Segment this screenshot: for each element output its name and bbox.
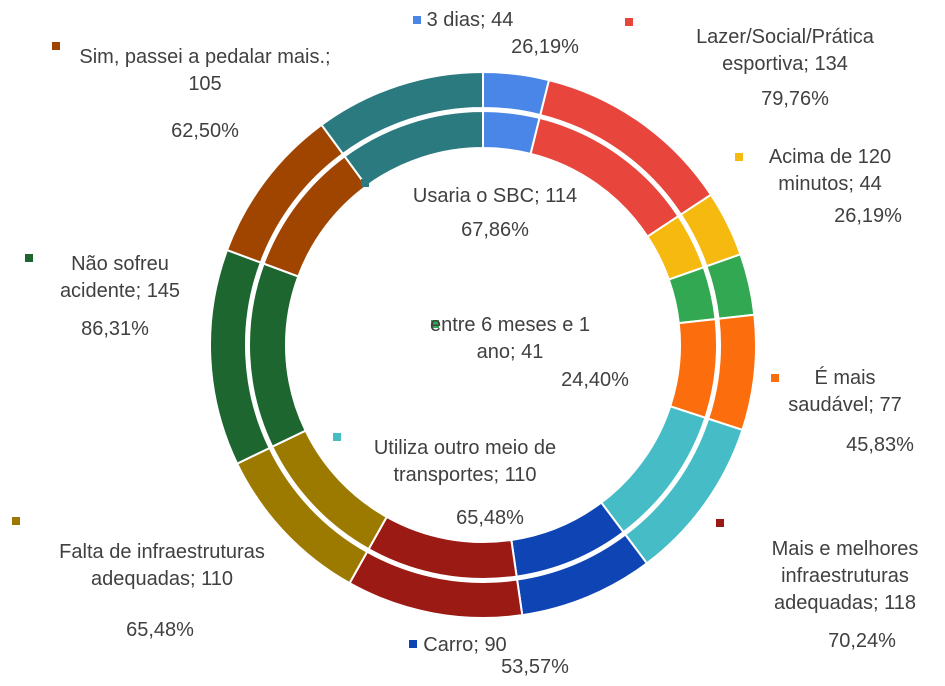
label-value: 90 [484,634,507,656]
label-value: 44 [859,173,882,195]
data-label: Mais e melhores infraestruturas adequada… [735,536,945,617]
label-value: 114 [545,185,578,207]
label-category: É mais saudável [788,367,876,416]
label-category: Sim, passei a pedalar mais. [79,46,326,68]
donut-slice [320,70,484,156]
data-label: Lazer/Social/Prática esportiva; 134 [670,24,900,78]
label-separator: ; [534,185,546,207]
label-separator: ; [493,464,505,486]
label-category: entre 6 meses e 1 ano [429,314,591,363]
label-category: Mais e melhores infraestruturas adequada… [771,538,919,614]
label-value: 110 [201,568,233,590]
legend-marker [333,433,341,441]
label-separator: ; [868,394,880,416]
legend-marker [735,153,743,161]
label-separator: ; [848,173,860,195]
legend-marker [716,519,724,527]
label-separator: ; [135,280,147,302]
legend-marker [771,374,779,382]
label-value: 41 [521,341,544,363]
legend-marker [52,42,60,50]
label-separator: ; [510,341,522,363]
percent-label: 53,57% [501,656,569,678]
legend-marker [409,640,417,648]
data-label: Utiliza outro meio de transportes; 110 [335,435,595,489]
label-category: Carro [423,634,474,656]
label-value: 118 [884,592,916,614]
data-label: Falta de infraestruturas adequadas; 110 [12,539,312,593]
data-label: Usaria o SBC; 114 [375,183,615,210]
label-separator: ; [872,592,885,614]
donut-slice [343,109,484,188]
label-value: 110 [504,464,537,486]
label-separator: ; [325,46,331,68]
label-category: Utiliza outro meio de transportes [373,437,557,486]
percent-label: 67,86% [461,219,529,241]
donut-slice [668,317,718,420]
label-value: 145 [146,280,181,302]
label-separator: ; [189,568,202,590]
label-separator: ; [473,634,485,656]
percent-label: 65,48% [126,619,194,641]
data-label: É mais saudável; 77 [775,365,915,419]
label-category: Usaria o SBC [412,185,535,207]
legend-marker [431,320,439,328]
label-value: 77 [879,394,902,416]
label-separator: ; [480,9,492,31]
legend-marker [625,18,633,26]
percent-label: 45,83% [846,434,914,456]
label-category: 3 dias [426,9,480,31]
percent-label: 65,48% [456,507,524,529]
data-label: Acima de 120 minutos; 44 [740,144,920,198]
legend-marker [413,16,421,24]
label-value: 105 [188,73,222,95]
data-label: Não sofreu acidente; 145 [40,251,200,305]
label-category: Lazer/Social/Prática esportiva [696,26,874,75]
data-label: 3 dias; 44 [370,7,570,34]
data-label: Sim, passei a pedalar mais.; 105 [75,44,335,98]
percent-label: 86,31% [81,318,149,340]
donut-slice [482,70,551,117]
label-value: 44 [491,9,514,31]
percent-label: 26,19% [834,205,902,227]
legend-marker [12,517,20,525]
donut-slice [482,109,541,156]
legend-marker [25,254,33,262]
label-category: Acima de 120 minutos [768,146,892,195]
label-category: Não sofreu acidente [59,253,169,302]
percent-label: 26,19% [511,36,579,58]
percent-label: 24,40% [561,369,629,391]
label-value: 134 [814,53,848,75]
percent-label: 70,24% [828,630,896,652]
label-separator: ; [803,53,815,75]
legend-marker [361,179,369,187]
percent-label: 79,76% [761,88,829,110]
data-label: entre 6 meses e 1 ano; 41 [420,312,600,366]
percent-label: 62,50% [171,120,239,142]
data-label: Carro; 90 [405,632,525,659]
label-category: Falta de infraestruturas adequadas [59,541,265,590]
